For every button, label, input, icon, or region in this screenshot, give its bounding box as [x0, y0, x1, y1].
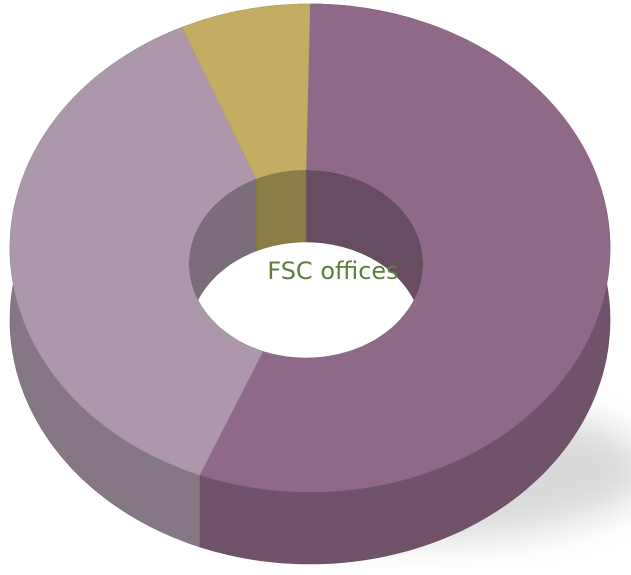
slice-inner-wall — [262, 170, 423, 358]
inner-walls — [189, 170, 423, 358]
center-label: FSC offices — [267, 257, 398, 285]
tops — [9, 3, 611, 493]
slice-inner-wall — [255, 170, 307, 252]
